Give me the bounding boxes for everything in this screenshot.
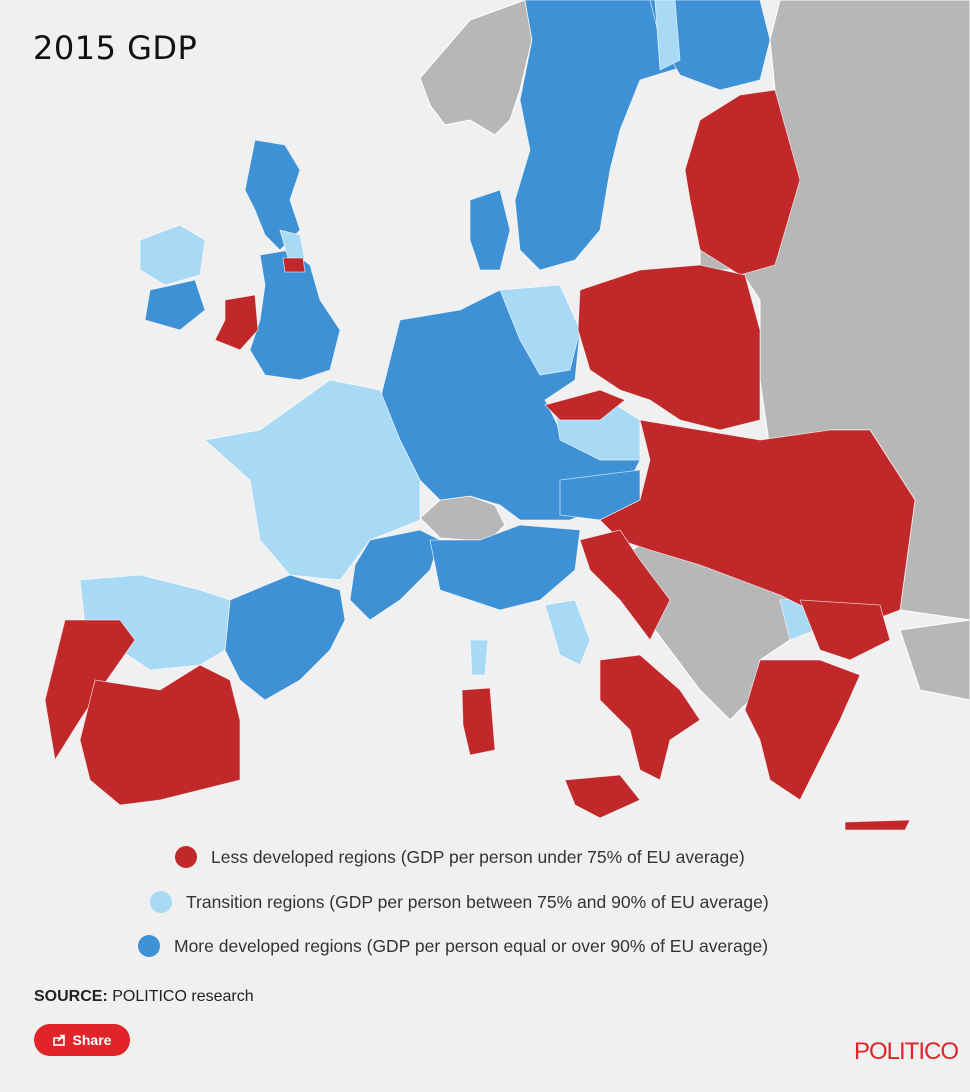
europe-gdp-map	[44, 0, 970, 830]
spain-east-region	[224, 574, 346, 701]
ireland-south-region	[144, 279, 206, 331]
sardinia-region	[461, 687, 496, 756]
france-central-region	[204, 379, 421, 581]
central-italy-region	[544, 599, 591, 666]
eastern-germany-region	[499, 284, 581, 376]
czech-ostrava-region	[544, 389, 626, 421]
turkey-region	[899, 619, 970, 701]
legend-item-more-developed: More developed regions (GDP per person e…	[138, 935, 768, 957]
legend-dot-light-blue	[150, 891, 172, 913]
sicily-region	[564, 774, 641, 819]
england-region	[249, 249, 341, 381]
share-button[interactable]: Share	[34, 1024, 130, 1056]
baltics-region	[684, 89, 801, 276]
source-text: POLITICO research	[112, 988, 254, 1005]
legend-item-transition: Transition regions (GDP per person betwe…	[150, 891, 769, 913]
scotland-region	[244, 139, 301, 251]
legend-label-more-developed: More developed regions (GDP per person e…	[174, 935, 769, 956]
less-developed-regions	[44, 89, 916, 830]
uk-tees-valley-region	[282, 257, 306, 273]
share-icon	[52, 1034, 65, 1046]
wales-region	[214, 294, 259, 351]
portugal-region	[44, 619, 136, 762]
southern-italy-region	[599, 654, 701, 781]
france-east-region	[349, 529, 441, 621]
croatia-region	[579, 529, 671, 641]
legend-dot-blue	[138, 935, 160, 957]
legend-label-less-developed: Less developed regions (GDP per person u…	[211, 846, 745, 867]
politico-logo[interactable]: POLITICO	[853, 1038, 959, 1065]
scandinavia-south-region	[654, 0, 681, 71]
legend-label-transition: Transition regions (GDP per person betwe…	[186, 891, 769, 912]
transition-regions	[79, 0, 816, 676]
source-label: SOURCE:	[34, 988, 108, 1005]
northern-england-region	[279, 229, 306, 266]
map-title: 2015 GDP	[33, 29, 198, 68]
legend-dot-red	[175, 846, 197, 868]
legend-item-less-developed: Less developed regions (GDP per person u…	[175, 846, 745, 868]
greece-region	[744, 659, 861, 801]
non-eu-land	[419, 0, 970, 721]
norway-region	[419, 0, 533, 136]
source-line: SOURCE: POLITICO research	[34, 988, 254, 1006]
ireland-north-region	[139, 224, 206, 286]
share-label: Share	[72, 1032, 112, 1048]
bulgaria-region	[799, 599, 891, 661]
corsica-region	[469, 639, 489, 676]
spain-south-region	[79, 664, 241, 806]
crete-region	[844, 819, 911, 830]
slovakia-hungary-romania-region	[599, 419, 916, 626]
poland-region	[577, 264, 761, 431]
denmark-region	[469, 189, 511, 271]
northern-italy-region	[429, 524, 581, 611]
